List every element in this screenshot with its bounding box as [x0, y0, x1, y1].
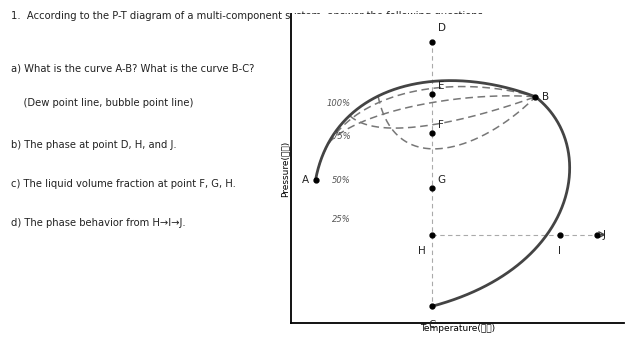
Text: C: C	[428, 320, 435, 330]
Text: b) The phase at point D, H, and J.: b) The phase at point D, H, and J.	[11, 140, 177, 150]
Text: H: H	[418, 246, 426, 256]
Text: G: G	[438, 175, 446, 185]
Text: E: E	[438, 81, 444, 91]
Text: 1.  According to the P-T diagram of a multi-component system, answer the followi: 1. According to the P-T diagram of a mul…	[11, 11, 486, 20]
Text: 100%: 100%	[326, 99, 351, 108]
Text: A: A	[302, 174, 310, 185]
Text: B: B	[541, 92, 548, 102]
Text: d) The phase behavior from H→I→J.: d) The phase behavior from H→I→J.	[11, 218, 186, 227]
Text: (Dew point line, bubble point line): (Dew point line, bubble point line)	[11, 98, 193, 108]
Text: I: I	[558, 246, 561, 256]
Text: D: D	[438, 24, 445, 33]
Text: 25%: 25%	[332, 215, 351, 224]
Text: 75%: 75%	[332, 132, 351, 141]
Text: 50%: 50%	[332, 177, 351, 185]
Text: J: J	[603, 230, 605, 240]
Text: c) The liquid volume fraction at point F, G, H.: c) The liquid volume fraction at point F…	[11, 179, 236, 189]
X-axis label: Temperature(单位): Temperature(单位)	[420, 324, 495, 333]
Text: F: F	[438, 120, 444, 130]
Text: a) What is the curve A-B? What is the curve B-C?: a) What is the curve A-B? What is the cu…	[11, 63, 255, 73]
Y-axis label: Pressure(单位): Pressure(单位)	[281, 140, 290, 197]
